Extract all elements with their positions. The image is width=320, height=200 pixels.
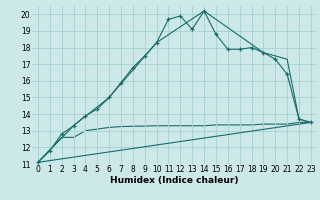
X-axis label: Humidex (Indice chaleur): Humidex (Indice chaleur)	[110, 176, 239, 185]
